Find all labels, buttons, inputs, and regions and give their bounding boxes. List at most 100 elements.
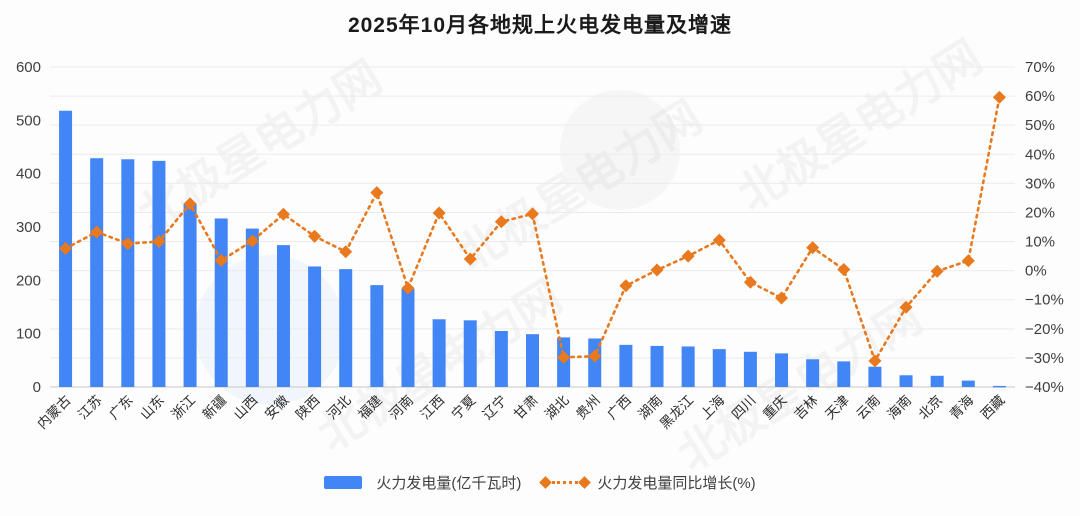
- x-axis-label: 广东: [106, 393, 136, 423]
- bar-上海: [712, 349, 726, 387]
- line-marker-重庆: [775, 291, 789, 305]
- left-axis-tick-label: 400: [16, 166, 41, 183]
- bar-山东: [152, 160, 166, 387]
- x-axis-label: 云南: [853, 393, 883, 423]
- right-axis-tick-label: −30%: [1025, 350, 1064, 367]
- x-axis-label: 安徽: [262, 392, 292, 422]
- right-axis-tick-label: −10%: [1025, 292, 1064, 309]
- left-axis-tick-label: 0: [33, 379, 41, 396]
- line-marker-四川: [743, 275, 757, 289]
- diamond-icon: [578, 476, 592, 489]
- left-axis-tick-label: 200: [16, 272, 41, 289]
- line-marker-福建: [370, 186, 384, 200]
- bar-陕西: [308, 266, 322, 387]
- bar-浙江: [183, 203, 197, 387]
- x-axis-label: 青海: [947, 393, 977, 423]
- right-axis-tick-label: 30%: [1025, 175, 1055, 192]
- bar-四川: [743, 351, 757, 387]
- x-axis-label: 天津: [822, 393, 852, 423]
- right-axis-tick-label: 40%: [1025, 146, 1055, 163]
- x-axis-label: 山东: [137, 393, 167, 423]
- x-axis-label: 贵州: [573, 393, 603, 423]
- x-axis-label: 福建: [355, 393, 385, 423]
- left-axis-tick-label: 100: [16, 326, 41, 343]
- right-axis-tick-label: 70%: [1025, 59, 1055, 76]
- left-axis-tick-label: 600: [16, 59, 41, 76]
- x-axis-label: 黑龙江: [657, 393, 696, 432]
- bar-吉林: [806, 359, 820, 387]
- x-axis-label: 江西: [418, 393, 448, 423]
- line-marker-青海: [961, 254, 975, 268]
- x-axis-label: 河北: [324, 392, 354, 422]
- right-axis-tick-label: 20%: [1025, 204, 1055, 221]
- bar-legend-swatch: [324, 476, 363, 489]
- x-axis-label: 浙江: [169, 393, 199, 423]
- bar-青海: [961, 380, 975, 387]
- x-axis-label: 海南: [884, 393, 914, 423]
- line-marker-浙江: [183, 197, 197, 211]
- bar-广东: [121, 159, 135, 387]
- x-axis-label: 上海: [698, 393, 728, 423]
- line-marker-西藏: [992, 90, 1006, 104]
- line-marker-湖北: [557, 350, 571, 364]
- chart-canvas: 0 100 200 300 400 500 600 −40% −30% −20% −10% 0% 10%…: [16, 59, 1064, 432]
- line-marker-贵州: [588, 349, 602, 363]
- line-marker-辽宁: [494, 215, 508, 229]
- line-legend-swatch: [539, 476, 592, 489]
- bar-辽宁: [494, 331, 508, 387]
- bar-湖南: [650, 345, 664, 387]
- x-axis-label: 新疆: [200, 393, 230, 423]
- line-marker-江苏: [90, 225, 104, 239]
- dotted-line-icon: [552, 481, 579, 484]
- right-axis-tick-label: −40%: [1025, 379, 1064, 396]
- bar-legend-label: 火力发电量(亿千瓦时): [376, 475, 522, 492]
- x-axis-label: 重庆: [760, 393, 790, 423]
- line-marker-河南: [401, 281, 415, 295]
- chart-legend: 火力发电量(亿千瓦时) 火力发电量同比增长(%): [0, 472, 1080, 493]
- left-axis-tick-label: 500: [16, 112, 41, 129]
- x-axis-label: 广西: [604, 393, 634, 423]
- bar-福建: [370, 285, 384, 387]
- diamond-icon: [539, 476, 553, 489]
- bar-云南: [868, 366, 882, 387]
- line-marker-陕西: [308, 229, 322, 243]
- bar-宁夏: [463, 320, 477, 387]
- line-legend-label: 火力发电量同比增长(%): [597, 475, 756, 492]
- right-axis-tick-label: 0%: [1025, 263, 1047, 280]
- line-marker-宁夏: [463, 252, 477, 266]
- line-marker-广西: [619, 279, 633, 293]
- bar-甘肃: [526, 334, 539, 387]
- bar-河南: [401, 288, 415, 387]
- bar-西藏: [992, 385, 1006, 388]
- bar-黑龙江: [681, 346, 695, 387]
- line-marker-海南: [899, 300, 913, 314]
- right-axis-tick-label: 10%: [1025, 234, 1055, 251]
- line-marker-河北: [339, 245, 353, 259]
- line-marker-吉林: [806, 241, 820, 255]
- line-marker-黑龙江: [681, 249, 695, 263]
- line-marker-湖南: [650, 263, 664, 277]
- x-axis-label: 西藏: [978, 392, 1008, 422]
- x-axis-label: 宁夏: [448, 391, 479, 422]
- x-axis-label: 甘肃: [511, 393, 541, 423]
- x-axis-label: 湖北: [542, 392, 572, 422]
- chart-title: 2025年10月各地规上火电发电量及增速: [347, 14, 733, 37]
- line-marker-广东: [121, 237, 135, 251]
- right-axis-tick-label: −20%: [1025, 321, 1064, 338]
- bar-广西: [619, 344, 633, 387]
- line-marker-甘肃: [525, 207, 540, 221]
- bar-山西: [245, 228, 259, 387]
- x-axis-label: 北京: [916, 393, 946, 423]
- x-axis-label: 吉林: [791, 392, 821, 422]
- x-axis-label: 江苏: [75, 393, 105, 423]
- growth-line: [64, 95, 1001, 364]
- x-axis-label: 山西: [231, 393, 261, 423]
- line-marker-上海: [712, 233, 726, 247]
- bar-北京: [930, 375, 944, 387]
- bar-河北: [339, 269, 353, 387]
- line-marker-内蒙古: [59, 242, 73, 256]
- right-axis-tick-label: 60%: [1025, 88, 1055, 105]
- bar-江苏: [90, 158, 104, 387]
- x-axis-label: 河南: [386, 393, 416, 423]
